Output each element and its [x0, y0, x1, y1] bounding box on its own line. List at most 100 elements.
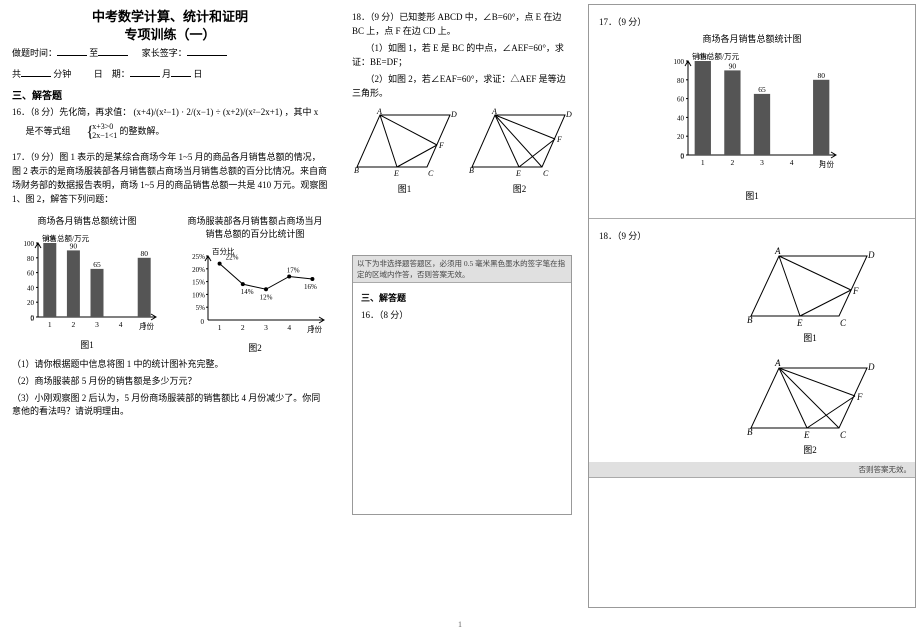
chart1-title: 商场各月销售总额统计图 [12, 214, 162, 227]
q16: 16．（8 分）先化简，再求值： (x+4)/(x²−1) · 2/(x−1) … [12, 106, 328, 120]
chart1-container: 商场各月销售总额统计图 020406080100销售总额/万元100190265… [12, 210, 162, 352]
rhombus-1-svg: A D F C E B [352, 107, 457, 182]
svg-text:0: 0 [681, 153, 685, 161]
svg-text:100: 100 [24, 240, 35, 248]
svg-text:80: 80 [817, 71, 825, 80]
answer-q16: 16．（8 分） [361, 308, 563, 321]
svg-text:16%: 16% [304, 283, 317, 291]
svg-text:17%: 17% [287, 266, 300, 274]
q18-sub2: （2）如图 2，若∠EAF=60°，求证：△AEF 是等边三角形。 [352, 73, 572, 101]
svg-text:1: 1 [218, 323, 222, 332]
svg-text:40: 40 [27, 284, 35, 292]
svg-text:40: 40 [677, 114, 685, 122]
svg-text:20: 20 [27, 299, 35, 307]
svg-text:A: A [376, 107, 382, 116]
svg-text:F: F [556, 135, 562, 144]
svg-text:65: 65 [93, 260, 101, 269]
svg-text:A: A [774, 358, 781, 368]
svg-text:4: 4 [287, 323, 291, 332]
svg-text:2: 2 [241, 323, 245, 332]
svg-text:15%: 15% [192, 278, 205, 286]
svg-text:E: E [803, 430, 810, 440]
svg-text:C: C [840, 430, 847, 440]
answer-sec-head: 三、解答题 [361, 291, 563, 304]
svg-text:65: 65 [758, 85, 766, 94]
meta-row-1: 做题时间： 至 家长签字： [12, 46, 328, 61]
chart2-container: 商场服装部各月销售额占商场当月 销售总额的百分比统计图 5%10%15%20%2… [180, 210, 330, 352]
svg-text:月份: 月份 [307, 324, 322, 334]
svg-text:60: 60 [27, 269, 35, 277]
svg-text:E: E [796, 318, 803, 328]
svg-text:25%: 25% [192, 253, 205, 261]
rhombus-2-svg: A D F C E B [467, 107, 572, 182]
svg-text:B: B [469, 166, 474, 175]
svg-text:60: 60 [677, 96, 685, 104]
bar-chart-1: 020406080100销售总额/万元10019026534805月份0图1 [12, 229, 162, 349]
rhombus-fig1: A D F C E B 图1 [352, 107, 457, 195]
svg-text:4: 4 [119, 320, 123, 329]
svg-text:3: 3 [95, 320, 99, 329]
svg-text:E: E [515, 169, 521, 178]
q17-sub1: （1）请你根据题中信息将图 1 中的统计图补充完整。 [12, 358, 328, 372]
page-number: 1 [0, 620, 920, 629]
svg-text:2: 2 [72, 320, 76, 329]
svg-text:D: D [450, 110, 457, 119]
svg-text:5%: 5% [196, 304, 206, 312]
svg-text:12%: 12% [260, 293, 273, 301]
line-chart-2: 5%10%15%20%25%百分比1234522%14%12%17%16%月份0… [180, 242, 330, 352]
svg-text:10%: 10% [192, 291, 205, 299]
answer-fig1-cap: 图1 [599, 189, 905, 202]
svg-text:14%: 14% [241, 288, 254, 296]
svg-text:C: C [428, 169, 434, 178]
meta-row-2: 共 分钟 日 期： 月 日 [12, 67, 328, 82]
rhombus-fig2: A D F C E B 图2 [467, 107, 572, 195]
svg-text:80: 80 [677, 77, 685, 85]
svg-text:100: 100 [697, 52, 709, 61]
svg-text:图2: 图2 [248, 343, 262, 352]
svg-text:图1: 图1 [80, 340, 94, 349]
main-title-l2: 专项训练（一） [12, 26, 328, 44]
svg-text:0: 0 [31, 315, 35, 323]
answer-q17: 17．（9 分） [599, 15, 905, 28]
answer-q18: 18．（9 分） [599, 229, 905, 242]
svg-text:0: 0 [201, 318, 205, 326]
q17: 17．（9 分）图 1 表示的是某综合商场今年 1~5 月的商品各月销售总额的情… [12, 151, 328, 207]
svg-text:A: A [774, 246, 781, 256]
svg-text:80: 80 [140, 248, 148, 257]
svg-text:D: D [867, 250, 875, 260]
answer-gray-note: 以下为非选择题答题区，必须用 0.5 毫米黑色墨水的签字笔在指定的区域内作答，否… [353, 256, 571, 283]
answer-chart1-title: 商场各月销售总额统计图 [599, 32, 905, 45]
svg-text:100: 100 [44, 234, 56, 243]
svg-text:E: E [393, 169, 399, 178]
svg-text:3: 3 [264, 323, 268, 332]
svg-text:90: 90 [70, 241, 78, 250]
q16-cond: 是不等式组 { x+3>0 2x−1<1 的整数解。 [12, 123, 328, 141]
q17-sub2: （2）商场服装部 5 月份的销售额是多少万元？ [12, 375, 328, 389]
answer-rhombus-1: A D F C E B 图1 [745, 246, 875, 344]
svg-text:F: F [438, 141, 444, 150]
main-title-l1: 中考数学计算、统计和证明 [12, 8, 328, 26]
svg-text:C: C [543, 169, 549, 178]
svg-text:3: 3 [760, 158, 764, 167]
svg-text:F: F [856, 392, 863, 402]
bar-chart-1-big: 020406080100销售总额/万元10019026534805月份0 [662, 47, 842, 187]
section-3-head: 三、解答题 [12, 87, 328, 102]
svg-text:1: 1 [701, 158, 705, 167]
svg-text:100: 100 [674, 58, 685, 66]
svg-text:80: 80 [27, 254, 35, 262]
q18: 18．（9 分）已知菱形 ABCD 中，∠B=60°，点 E 在边 BC 上，点… [352, 11, 572, 39]
q18-sub1: （1）如图 1，若 E 是 BC 的中点，∠AEF=60°，求证：BE=DF； [352, 42, 572, 70]
svg-text:F: F [852, 286, 859, 296]
svg-text:90: 90 [729, 61, 737, 70]
svg-text:B: B [354, 166, 359, 175]
svg-text:B: B [747, 315, 753, 325]
svg-text:D: D [565, 110, 572, 119]
svg-text:A: A [491, 107, 497, 116]
svg-text:20: 20 [677, 133, 685, 141]
svg-text:1: 1 [48, 320, 52, 329]
q17-sub3: （3）小刚观察图 2 后认为，5 月份商场服装部的销售额比 4 月份减少了。你同… [12, 392, 328, 420]
svg-text:4: 4 [790, 158, 794, 167]
svg-text:22%: 22% [226, 253, 239, 261]
svg-text:D: D [867, 362, 875, 372]
svg-text:B: B [747, 427, 753, 437]
